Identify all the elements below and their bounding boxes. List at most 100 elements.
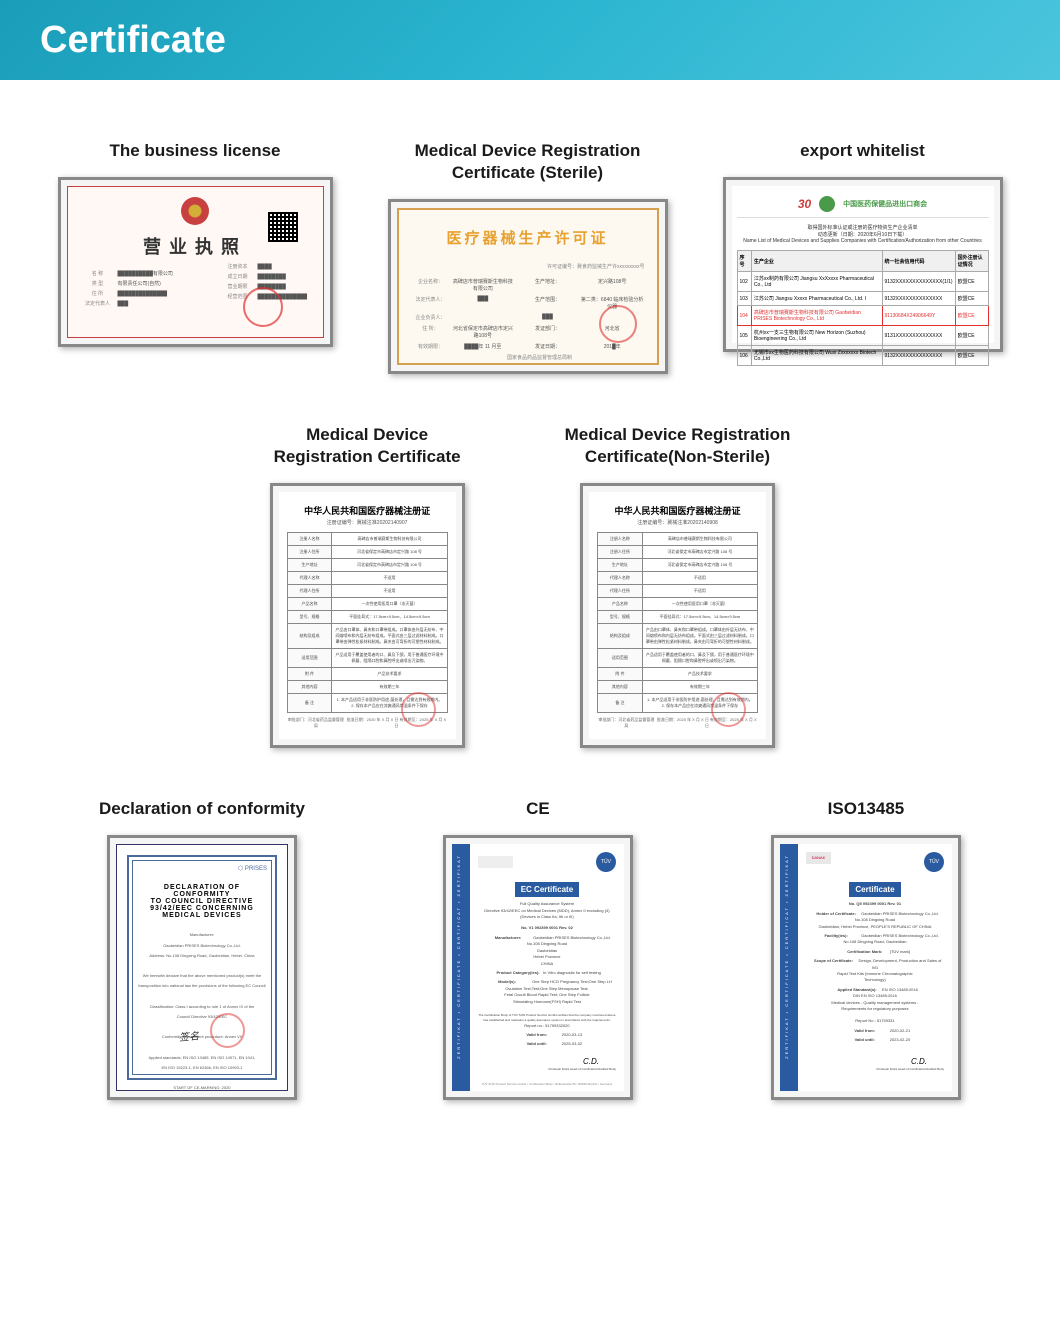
red-stamp-icon: [401, 692, 436, 727]
cert-row-3: Declaration of conformity ⬡ PRISES DECLA…: [30, 798, 1030, 1100]
red-stamp-icon: [243, 287, 283, 327]
whitelist-desc: 取得国外标准认证或注册的医疗物资生产企业清单 动态更新（日期：2020年6月10…: [737, 224, 989, 244]
table-row: 注册人名称高碑店市普瑞赛斯生物科技有限公司: [598, 533, 758, 546]
cert-row-1: The business license 营业执照 名 称██████████有…: [30, 140, 1030, 374]
tuv-logo-icon: [924, 852, 944, 872]
table-row: 附 件产品技术要求: [598, 668, 758, 681]
permit-heading: 医疗器械生产许可证: [411, 227, 645, 248]
table-row: 产品名称一次性使用医用口罩（非灭菌）: [287, 598, 447, 611]
signature: 签名: [178, 1028, 199, 1045]
cert-frame: DANAK Certificate No. Q5 092399 0001 Rev…: [771, 835, 961, 1100]
ce-sub: Full Quality Assurance System Directive …: [478, 901, 616, 920]
table-row: 产品名称一次性使用医用口罩（非灭菌）: [598, 598, 758, 611]
table-row: 106无锡市xx生物医药科技有限公司 Wuxi Zxxxxxxx Biotech…: [737, 346, 988, 366]
cert-business-license: The business license 营业执照 名 称██████████有…: [58, 140, 333, 374]
tuv-logo-icon: [596, 852, 616, 872]
cert-title: export whitelist: [723, 140, 1003, 162]
anniversary-logo: 30: [798, 197, 811, 211]
reg-heading: 中华人民共和国医疗器械注册证: [287, 504, 448, 517]
cert-logos: [478, 852, 616, 872]
cert-side-strip: [452, 844, 470, 1091]
cert-frame: 医疗器械生产许可证 许可证编号：冀食药监械生产许xxxxxxxxx号 企业名称：…: [388, 199, 668, 374]
content: The business license 营业执照 名 称██████████有…: [0, 80, 1060, 1190]
ce-body: Manufacturer:Gaobeidian PRISES Biotechno…: [478, 935, 616, 1005]
table-row: 102江苏xx制药有限公司 Jiangsu XxXxxxx Pharmaceut…: [737, 272, 988, 292]
table-row: 103江苏公司 Jiangsu Xxxxx Pharmaceutical Co.…: [737, 292, 988, 306]
cert-frame: 30 中国医药保健品进出口商会 取得国外标准认证或注册的医疗物资生产企业清单 动…: [723, 177, 1003, 352]
danak-logo: DANAK: [806, 852, 831, 864]
cert-title: The business license: [58, 140, 333, 162]
cert-ce: CE EC Certificate Full Quality Assurance…: [443, 798, 633, 1100]
chamber-name: 中国医药保健品进出口商会: [843, 199, 927, 209]
cert-frame: 营业执照 名 称██████████有限公司 类 型有限责任公司(自然) 住 所…: [58, 177, 333, 347]
red-stamp-icon: [210, 1013, 245, 1048]
cert-registration-1: Medical Device Registration Certificate …: [270, 424, 465, 748]
cert-frame: ⬡ PRISES DECLARATION OF CONFORMITY TO CO…: [107, 835, 297, 1100]
red-stamp-icon: [599, 305, 637, 343]
cert-title: ISO13485: [771, 798, 961, 820]
iso-valid: Valid from:2020-02-21 Valid until:2023-0…: [806, 1028, 944, 1044]
chamber-logo-icon: [819, 196, 835, 212]
cert-frame: 中华人民共和国医疗器械注册证 注册证编号：冀械注准20202140908 注册人…: [580, 483, 775, 748]
cert-registration-2: Medical Device Registration Certificate(…: [565, 424, 791, 748]
table-row: 结构及组成产品由口罩体、鼻夹和口罩带组成。口罩体由外层无纺布、中间熔喷布和内层无…: [598, 624, 758, 649]
mfr-logo-icon: [478, 856, 513, 868]
whitelist-header: 30 中国医药保健品进出口商会: [737, 191, 989, 218]
table-row: 105杭州xx一支三生物有限公司 New Horizon (Suzhou) Bi…: [737, 326, 988, 346]
ce-number: No. V1 092399 0001 Rev. 02: [478, 925, 616, 931]
ce-footer: TÜV SÜD Product Service GmbH • Certifica…: [478, 1082, 616, 1086]
cert-frame: EC Certificate Full Quality Assurance Sy…: [443, 835, 633, 1100]
ce-disclaimer: The Certification Body of TÜV SÜD Produc…: [478, 1013, 616, 1023]
table-row: 附 件产品技术要求: [287, 668, 447, 681]
cert-export-whitelist: export whitelist 30 中国医药保健品进出口商会 取得国外标准认…: [723, 140, 1003, 374]
iso-report: Report No.: 51759331: [806, 1018, 944, 1024]
iso-heading: Certificate: [849, 882, 900, 897]
iso-body: Holder of Certificate:Gaobeidian PRISES …: [806, 911, 944, 1012]
permit-footer: 国家食品药品监督管理总局制: [411, 354, 669, 361]
table-row: 注册人住所河北省保定市高碑店市定兴路 108 号: [598, 546, 758, 559]
table-row: 生产地址河北省保定市高碑店市定兴路 108 号: [598, 559, 758, 572]
reg-number: 注册证编号：冀械注准20202140908: [597, 519, 758, 526]
table-row: 注册人住所河北省保定市高碑店市定兴路 108 号: [287, 546, 447, 559]
reg-table: 注册人名称高碑店市普瑞赛斯生物科技有限公司注册人住所河北省保定市高碑店市定兴路 …: [287, 532, 448, 713]
cert-title: CE: [443, 798, 633, 820]
table-row: 代理人住所不适用: [598, 585, 758, 598]
page-header: Certificate: [0, 0, 1060, 80]
table-row: 型号、规格平面挂耳式：17.5cm×9.5cm、14.5cm×9.5cm: [287, 611, 447, 624]
national-emblem-icon: [181, 197, 209, 225]
table-row: 适用范围产品适用于覆盖使用者的口、鼻及下颌，用于普通医疗环境中佩戴、阻隔口腔和鼻…: [598, 649, 758, 668]
signature-icon: C.D.: [583, 1057, 599, 1066]
ce-heading: EC Certificate: [515, 882, 579, 897]
table-row: 型号、规格平面挂耳式：17.5cm×9.5cm、14.5cm×9.5cm: [598, 611, 758, 624]
table-row: 代理人名称不适用: [598, 572, 758, 585]
qr-code-icon: [268, 212, 298, 242]
table-row: 代理人住所不适用: [287, 585, 447, 598]
cert-row-2: Medical Device Registration Certificate …: [30, 424, 1030, 748]
whitelist-table: 序号 生产企业 统一社会信用代码 国外注册认证情况 102江苏xx制药有限公司 …: [737, 250, 989, 366]
cert-title: Medical Device Registration Certificate(…: [565, 424, 791, 468]
table-row: 结构及组成产品由口罩体、鼻夹和口罩带组成。口罩体由外层无纺布、中间熔喷布和内层无…: [287, 624, 447, 649]
doc-body: Manufacturer:Gaobeidian PRISES Biotechno…: [137, 931, 267, 1091]
cert-title: Medical Device Registration Certificate …: [388, 140, 668, 184]
table-row: 注册人名称高碑店市普瑞赛斯生物科技有限公司: [287, 533, 447, 546]
cert-title: Medical Device Registration Certificate: [270, 424, 465, 468]
page-title: Certificate: [40, 19, 226, 62]
table-row-highlighted: 104高碑店市普瑞赛斯生物科技有限公司 Gaobeidian PRISES Bi…: [737, 306, 988, 326]
table-row: 适用范围产品适用于覆盖使用者的口、鼻及下颌，用于普通医疗环境中佩戴、阻隔口腔和鼻…: [287, 649, 447, 668]
reg-heading: 中华人民共和国医疗器械注册证: [597, 504, 758, 517]
company-logo: ⬡ PRISES: [137, 865, 267, 872]
doc-heading: DECLARATION OF CONFORMITY TO COUNCIL DIR…: [137, 884, 267, 919]
cert-iso: ISO13485 DANAK Certificate No. Q5 092399…: [771, 798, 961, 1100]
reg-table: 注册人名称高碑店市普瑞赛斯生物科技有限公司注册人住所河北省保定市高碑店市定兴路 …: [597, 532, 758, 713]
ce-valid: Valid from:2020-03-13 Valid until:2025-0…: [478, 1032, 616, 1048]
cert-side-strip: [780, 844, 798, 1091]
cert-title: Declaration of conformity: [99, 798, 305, 820]
signature-icon: C.D.: [911, 1057, 927, 1066]
cert-declaration: Declaration of conformity ⬡ PRISES DECLA…: [99, 798, 305, 1100]
cert-frame: 中华人民共和国医疗器械注册证 注册证编号：冀械注准20202140907 注册人…: [270, 483, 465, 748]
cert-medical-sterile: Medical Device Registration Certificate …: [388, 140, 668, 374]
iso-number: No. Q5 092399 0001 Rev. 01: [806, 901, 944, 907]
reg-number: 注册证编号：冀械注准20202140907: [287, 519, 448, 526]
ce-report: Report no.: 51759332020: [478, 1023, 616, 1029]
table-row: 代理人名称不适用: [287, 572, 447, 585]
